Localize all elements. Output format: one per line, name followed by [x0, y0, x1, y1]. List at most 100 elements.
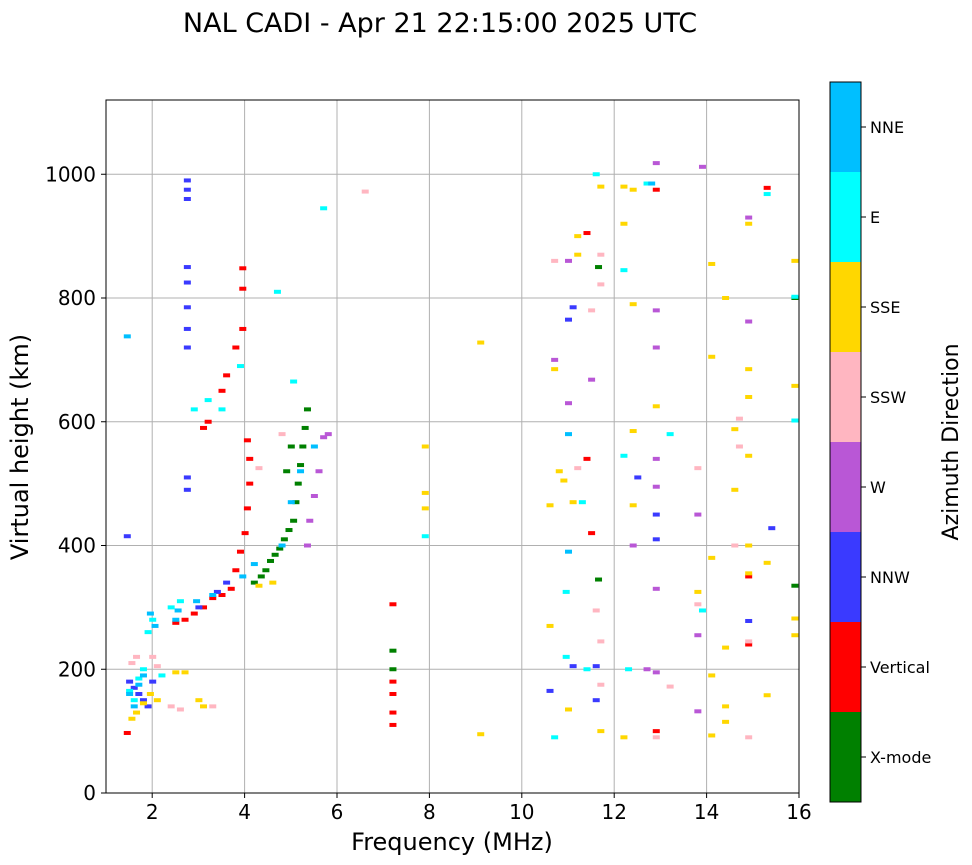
echo-point-sse	[551, 367, 559, 372]
echo-point-sse	[745, 571, 753, 576]
echo-point-w	[551, 357, 559, 362]
colorbar-swatch-nnw	[830, 532, 861, 622]
y-tick-label: 400	[58, 534, 96, 558]
echo-point-nnw	[126, 679, 134, 684]
echo-point-e	[176, 599, 184, 604]
echo-point-e	[139, 667, 147, 672]
echo-point-e	[643, 181, 651, 186]
echo-point-vertical	[745, 574, 753, 579]
echo-point-sse	[791, 258, 799, 263]
echo-point-nnw	[569, 664, 577, 669]
echo-point-ssw	[574, 466, 582, 471]
echo-point-sse	[133, 710, 141, 715]
colorbar-swatch-sse	[830, 262, 861, 352]
echo-point-sse	[791, 383, 799, 388]
echo-point-nnw	[130, 685, 138, 690]
echo-point-nne	[209, 593, 217, 597]
echo-point-sse	[421, 506, 429, 511]
colorbar-tick-label: SSW	[870, 388, 906, 407]
echo-point-w	[652, 586, 660, 591]
echo-point-vertical	[763, 185, 771, 190]
echo-point-nnw	[195, 605, 203, 610]
echo-point-sse	[722, 645, 730, 650]
echo-point-e	[698, 608, 706, 613]
echo-point-sse	[200, 704, 208, 709]
echo-point-e	[763, 192, 771, 197]
x-tick-label: 8	[423, 800, 436, 824]
colorbar-swatch-vertical	[830, 622, 861, 712]
echo-point-e	[620, 268, 628, 273]
echo-point-ssw	[731, 543, 739, 548]
echo-point-sse	[745, 395, 753, 399]
echo-point-sse	[745, 221, 753, 226]
echo-point-vertical	[218, 593, 226, 597]
echo-point-x-mode	[389, 667, 397, 672]
echo-point-x-mode	[290, 518, 298, 523]
echo-point-nnw	[745, 618, 753, 623]
echo-point-sse	[629, 302, 637, 307]
echo-point-sse	[791, 616, 799, 621]
echo-point-sse	[477, 732, 485, 737]
echo-point-w	[324, 432, 332, 437]
echo-point-w	[694, 633, 702, 638]
echo-point-nnw	[565, 317, 572, 322]
echo-point-nnw	[183, 345, 191, 350]
echo-point-ssw	[597, 252, 605, 257]
echo-point-e	[583, 667, 591, 672]
colorbar-tick-label: SSE	[870, 298, 900, 317]
echo-point-nne	[297, 469, 305, 474]
echo-point-sse	[620, 184, 628, 189]
echo-point-x-mode	[276, 546, 284, 551]
echo-point-x-mode	[250, 580, 258, 585]
echo-point-x-mode	[299, 444, 307, 449]
colorbar-tick-label: NNE	[870, 118, 904, 137]
colorbar-swatch-x-mode	[830, 712, 861, 802]
echo-point-ssw	[745, 735, 753, 740]
echo-point-ssw	[652, 735, 660, 740]
echo-point-vertical	[232, 345, 240, 350]
echo-point-w	[698, 164, 706, 169]
echo-point-vertical	[246, 456, 254, 461]
colorbar-label: Azimuth Direction	[939, 343, 964, 540]
echo-point-sse	[421, 490, 429, 495]
echo-point-x-mode	[267, 558, 275, 563]
echo-point-vertical	[243, 506, 251, 511]
echo-point-sse	[269, 580, 277, 585]
colorbar-swatch-nne	[830, 82, 861, 172]
echo-point-x-mode	[595, 265, 603, 270]
echo-point-sse	[722, 719, 730, 724]
echo-point-x-mode	[280, 537, 288, 542]
echo-point-vertical	[200, 425, 208, 430]
echo-point-sse	[629, 429, 637, 434]
echo-point-nnw	[183, 178, 191, 183]
colorbar: X-mode Vertical NNW W SSW SSE E NNE	[830, 82, 931, 802]
echo-point-nne	[172, 617, 180, 622]
echo-point-w	[588, 377, 596, 382]
echo-point-sse	[722, 704, 730, 709]
echo-point-sse	[477, 340, 485, 345]
echo-point-sse	[708, 555, 716, 560]
echo-point-nnw	[183, 280, 191, 285]
echo-point-sse	[597, 184, 605, 189]
echo-point-nne	[123, 334, 131, 339]
echo-point-nnw	[183, 475, 191, 480]
x-axis-label: Frequency (MHz)	[351, 828, 553, 856]
colorbar-tick-label: W	[870, 478, 886, 497]
echo-point-vertical	[200, 605, 208, 610]
echo-point-w	[303, 543, 311, 548]
echo-point-w	[629, 543, 637, 548]
echo-point-nne	[193, 599, 201, 604]
echo-point-w	[652, 670, 660, 675]
echo-point-e	[625, 667, 633, 672]
echo-point-sse	[421, 444, 429, 449]
echo-point-vertical	[239, 286, 247, 291]
echo-point-sse	[652, 404, 660, 409]
echo-point-ssw	[361, 189, 369, 194]
echo-point-sse	[731, 487, 739, 492]
echo-point-vertical	[652, 729, 660, 734]
y-tick-label: 200	[58, 657, 96, 681]
echo-point-sse	[597, 729, 605, 734]
colorbar-swatch-w	[830, 442, 861, 532]
echo-point-e	[273, 289, 281, 294]
